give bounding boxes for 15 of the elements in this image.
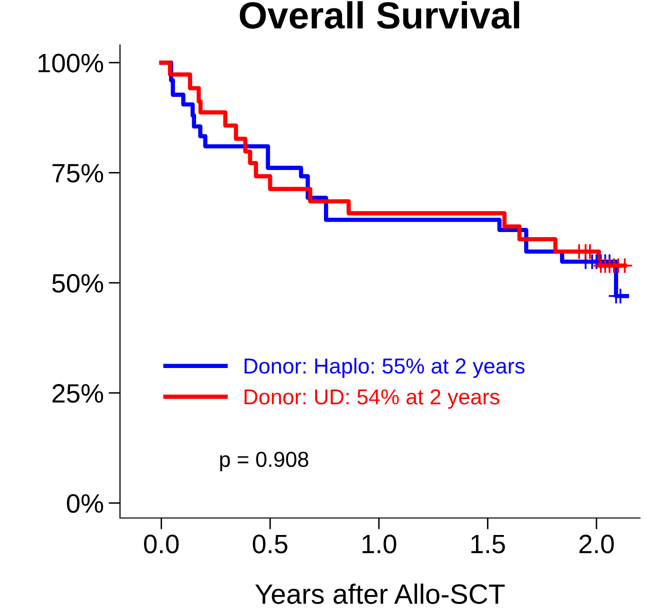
annotation: p = 0.908 bbox=[220, 452, 308, 472]
legend-label: Donor: Haplo: 55% at 2 years bbox=[244, 358, 525, 378]
x-axis-title: Years after Allo-SCT bbox=[255, 584, 505, 604]
x-tick-label: 0.5 bbox=[252, 534, 288, 554]
y-tick-label: 75% bbox=[52, 164, 104, 183]
x-tick-label: 0.0 bbox=[144, 534, 179, 554]
x-tick-label: 1.0 bbox=[362, 534, 396, 554]
y-tick-label: 50% bbox=[52, 274, 104, 293]
y-tick-label: 25% bbox=[52, 384, 104, 403]
y-tick-label: 100% bbox=[38, 54, 104, 72]
x-tick-label: 2.0 bbox=[579, 534, 614, 554]
x-tick-label: 1.5 bbox=[471, 534, 505, 554]
y-tick-label: 0% bbox=[66, 494, 104, 513]
legend-label: Donor: UD: 54% at 2 years bbox=[244, 389, 500, 409]
chart-title: Overall Survival bbox=[240, 1, 520, 29]
